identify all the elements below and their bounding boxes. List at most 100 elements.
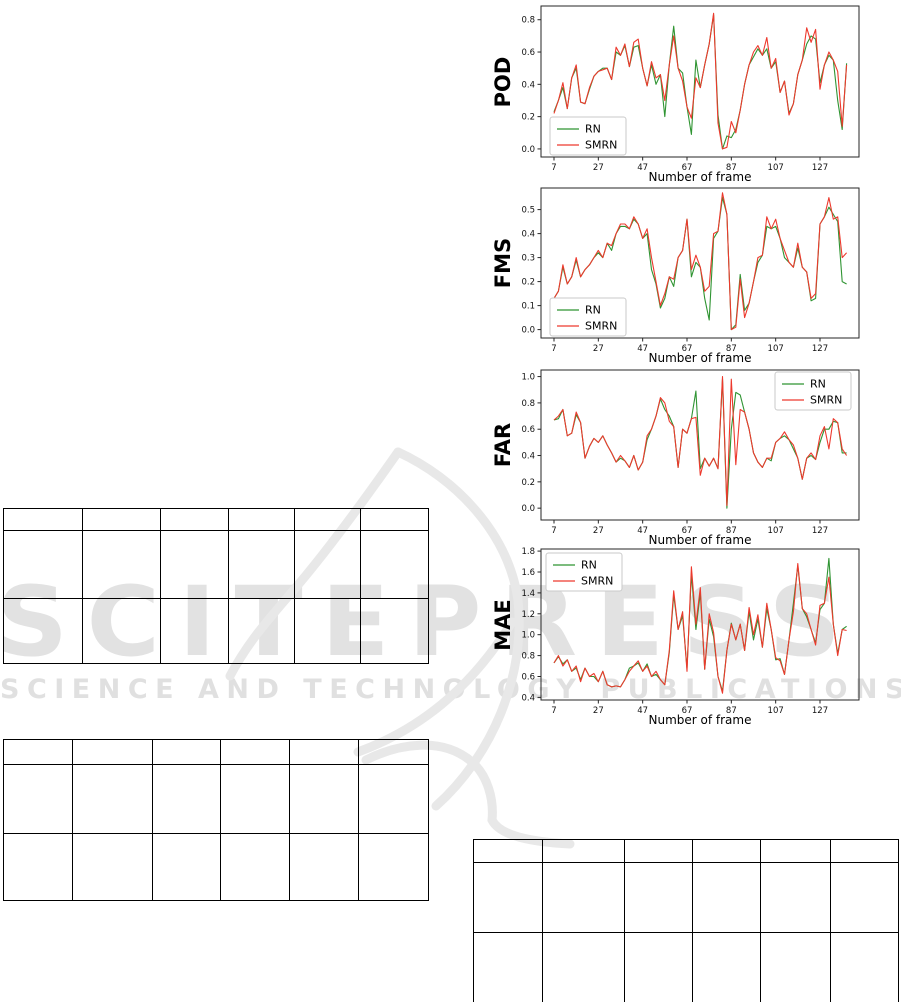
- table-cell: [542, 862, 625, 933]
- svg-text:107: 107: [768, 706, 784, 716]
- svg-text:7: 7: [551, 163, 556, 173]
- svg-text:87: 87: [726, 706, 737, 716]
- svg-text:127: 127: [812, 163, 828, 173]
- table-cell: [3, 598, 83, 664]
- svg-text:67: 67: [682, 344, 693, 354]
- svg-text:Number of frame: Number of frame: [649, 170, 752, 184]
- svg-text:7: 7: [551, 344, 556, 354]
- table-3: [473, 839, 899, 1002]
- table-cell: [289, 739, 359, 765]
- svg-text:0.3: 0.3: [521, 254, 535, 264]
- table-cell: [294, 598, 361, 664]
- svg-text:FAR: FAR: [491, 423, 515, 467]
- svg-text:87: 87: [726, 163, 737, 173]
- table-1: [3, 508, 429, 664]
- svg-text:0.0: 0.0: [521, 326, 535, 336]
- svg-text:SMRN: SMRN: [810, 394, 842, 407]
- table-cell: [228, 530, 295, 599]
- legend: RN SMRN: [545, 552, 623, 592]
- table-cell: [760, 932, 831, 1002]
- table-cell: [760, 862, 831, 933]
- svg-text:0.4: 0.4: [521, 80, 535, 90]
- far-chart: 0.0 0.2 0.4 0.6 0.8 1.0 7 27 47 67 87 107 127 FAR Numb…: [491, 369, 860, 547]
- svg-text:47: 47: [637, 706, 648, 716]
- svg-text:127: 127: [812, 706, 828, 716]
- svg-text:27: 27: [593, 344, 604, 354]
- table-cell: [152, 739, 221, 765]
- pod-chart: 0.0 0.2 0.4 0.6 0.8 7 27 47 67 87 107 127 POD Number …: [491, 5, 860, 184]
- table-cell: [542, 932, 625, 1002]
- svg-text:0.0: 0.0: [521, 504, 535, 514]
- table-cell: [160, 508, 229, 531]
- table-cell: [228, 598, 295, 664]
- table-cell: [3, 530, 83, 599]
- fms-chart: 0.0 0.1 0.2 0.3 0.4 0.5 7 27 47 67 87 107 127 FMS Numb…: [491, 187, 860, 365]
- table-cell: [220, 833, 290, 901]
- svg-text:1.2: 1.2: [521, 610, 535, 620]
- smrn-series-line: [553, 12, 848, 150]
- svg-text:27: 27: [593, 163, 604, 173]
- svg-text:67: 67: [682, 706, 693, 716]
- svg-text:0.6: 0.6: [521, 48, 535, 58]
- table-cell: [830, 839, 899, 863]
- table-cell: [360, 598, 429, 664]
- svg-text:127: 127: [812, 344, 828, 354]
- svg-text:0.4: 0.4: [521, 230, 535, 240]
- mae-chart: 0.4 0.6 0.8 1.0 1.2 1.4 1.6 1.8 7 27 47 67 87 107 127 M…: [491, 547, 860, 727]
- table-cell: [473, 932, 543, 1002]
- table-cell: [294, 530, 361, 599]
- svg-text:47: 47: [637, 344, 648, 354]
- table-cell: [3, 508, 83, 531]
- table-cell: [473, 839, 543, 863]
- table-cell: [72, 739, 153, 765]
- svg-text:RN: RN: [585, 123, 601, 136]
- svg-text:7: 7: [551, 706, 556, 716]
- table-cell: [152, 764, 221, 834]
- table-cell: [624, 932, 693, 1002]
- table-cell: [358, 739, 429, 765]
- table-cell: [82, 530, 161, 599]
- table-cell: [360, 508, 429, 531]
- svg-text:RN: RN: [585, 304, 601, 317]
- svg-text:0.2: 0.2: [521, 278, 535, 288]
- smrn-series-line: [553, 563, 847, 694]
- svg-text:SMRN: SMRN: [581, 575, 613, 588]
- svg-text:SMRN: SMRN: [585, 139, 617, 152]
- svg-text:Number of frame: Number of frame: [649, 713, 752, 727]
- table-cell: [692, 839, 761, 863]
- table-cell: [72, 764, 153, 834]
- legend: RN SMRN: [549, 297, 627, 337]
- svg-text:SMRN: SMRN: [585, 320, 617, 333]
- svg-text:Number of frame: Number of frame: [649, 533, 752, 547]
- svg-text:0.6: 0.6: [521, 672, 535, 682]
- table-cell: [3, 833, 73, 901]
- svg-text:1.0: 1.0: [521, 631, 535, 641]
- table-cell: [294, 508, 361, 531]
- svg-text:0.5: 0.5: [521, 206, 535, 216]
- svg-text:27: 27: [593, 706, 604, 716]
- smrn-series-line: [553, 376, 848, 507]
- svg-text:0.4: 0.4: [521, 693, 535, 703]
- table-cell: [160, 530, 229, 599]
- smrn-series-line: [553, 192, 848, 331]
- svg-text:47: 47: [637, 526, 648, 536]
- svg-text:MAE: MAE: [491, 599, 515, 651]
- svg-text:0.8: 0.8: [521, 652, 535, 662]
- table-cell: [3, 739, 73, 765]
- table-cell: [289, 833, 359, 901]
- svg-text:107: 107: [768, 526, 784, 536]
- table-cell: [152, 833, 221, 901]
- svg-text:127: 127: [812, 526, 828, 536]
- svg-text:0.1: 0.1: [521, 302, 535, 312]
- svg-text:107: 107: [768, 344, 784, 354]
- svg-text:POD: POD: [491, 57, 515, 108]
- svg-text:1.0: 1.0: [521, 373, 535, 383]
- table-cell: [160, 598, 229, 664]
- table-cell: [3, 764, 73, 834]
- svg-text:107: 107: [768, 163, 784, 173]
- svg-text:67: 67: [682, 163, 693, 173]
- svg-text:0.8: 0.8: [521, 16, 535, 26]
- svg-text:1.4: 1.4: [521, 589, 535, 599]
- svg-text:FMS: FMS: [491, 238, 515, 288]
